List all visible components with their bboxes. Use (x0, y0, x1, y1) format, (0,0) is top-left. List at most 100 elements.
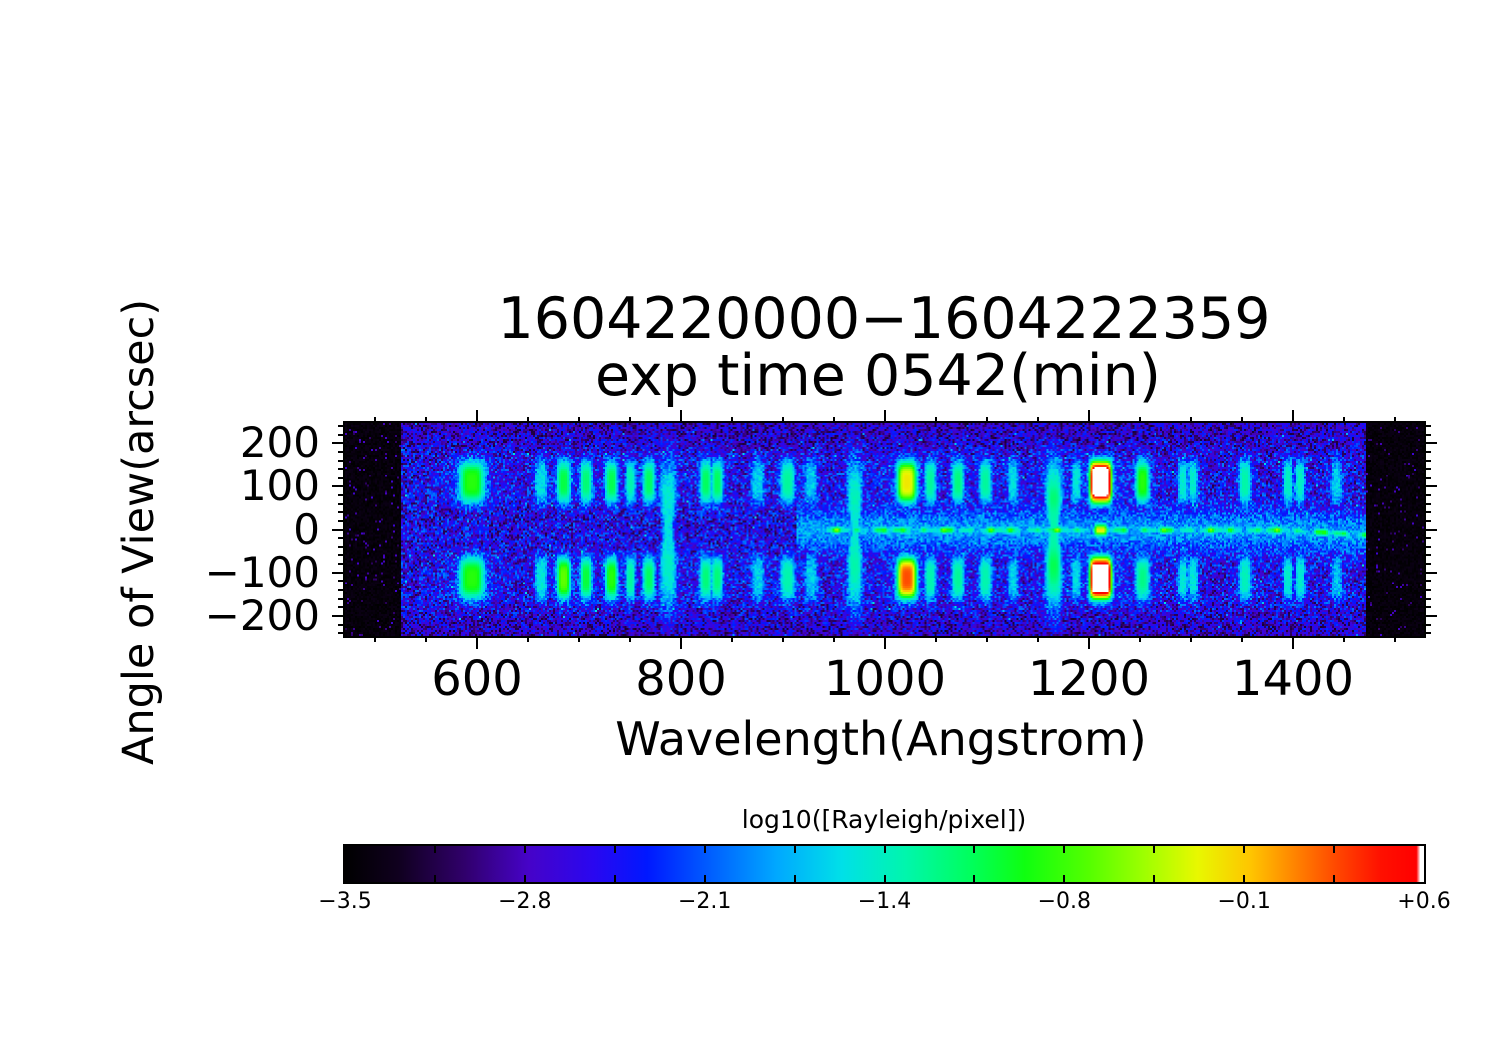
x-minor-tick (374, 417, 376, 423)
colorbar-tick (883, 846, 886, 853)
x-major-tick (884, 636, 886, 649)
colorbar-tick-label: −0.1 (1217, 889, 1271, 914)
colorbar-tick (433, 846, 436, 853)
y-minor-tick (1424, 606, 1431, 609)
y-minor-tick (1424, 597, 1431, 600)
x-major-tick (1292, 410, 1294, 423)
y-minor-tick (1424, 589, 1431, 592)
x-minor-tick (527, 417, 529, 423)
x-minor-tick (731, 417, 733, 423)
plot-title: 1604220000−1604222359 (497, 286, 1271, 352)
x-axis-title: Wavelength(Angstrom) (615, 712, 1147, 766)
colorbar-tick-label: −1.4 (857, 889, 912, 914)
x-minor-tick (731, 636, 733, 642)
x-minor-tick (1190, 417, 1192, 423)
y-minor-tick (1424, 459, 1431, 462)
spectrogram-image (345, 423, 1424, 636)
y-minor-tick (338, 519, 345, 522)
y-minor-tick (1424, 545, 1431, 548)
colorbar-tick-label: −3.5 (318, 889, 372, 914)
y-minor-tick (1424, 623, 1431, 626)
y-minor-tick (338, 511, 345, 514)
x-minor-tick (425, 417, 427, 423)
colorbar-tick (703, 846, 706, 853)
x-minor-tick (578, 417, 580, 423)
y-minor-tick (338, 502, 345, 505)
x-major-tick (476, 410, 478, 423)
colorbar-tick (1243, 875, 1246, 882)
y-major-tick (1424, 571, 1437, 574)
colorbar-tick (1063, 846, 1066, 853)
x-minor-tick (986, 636, 988, 642)
y-minor-tick (338, 580, 345, 583)
spectrogram-frame (343, 421, 1426, 638)
colorbar-tick-label: −0.8 (1037, 889, 1092, 914)
y-minor-tick (338, 537, 345, 540)
x-minor-tick (425, 636, 427, 642)
x-major-tick (1088, 636, 1090, 649)
x-minor-tick (782, 636, 784, 642)
x-minor-tick (833, 636, 835, 642)
y-minor-tick (338, 597, 345, 600)
x-minor-tick (1343, 636, 1345, 642)
y-tick-label: 0 (293, 504, 320, 554)
y-minor-tick (338, 450, 345, 453)
colorbar-tick (433, 875, 436, 882)
y-major-tick (1424, 528, 1437, 531)
y-tick-label: 200 (239, 418, 320, 468)
y-minor-tick (338, 623, 345, 626)
y-major-tick (332, 485, 345, 488)
y-minor-tick (338, 476, 345, 479)
y-minor-tick (1424, 425, 1431, 428)
y-tick-label: −200 (204, 590, 320, 640)
y-minor-tick (1424, 537, 1431, 540)
colorbar-tick (793, 875, 796, 882)
colorbar-tick (703, 875, 706, 882)
x-minor-tick (1241, 417, 1243, 423)
x-minor-tick (1241, 636, 1243, 642)
colorbar-tick-label: −2.1 (677, 889, 732, 914)
y-minor-tick (1424, 450, 1431, 453)
y-minor-tick (338, 425, 345, 428)
x-major-tick (1292, 636, 1294, 649)
y-tick-label: −100 (204, 547, 320, 597)
colorbar-tick (883, 875, 886, 882)
plot-subtitle: exp time 0542(min) (594, 343, 1162, 409)
x-minor-tick (782, 417, 784, 423)
y-minor-tick (338, 545, 345, 548)
y-minor-tick (338, 563, 345, 566)
x-major-tick (1088, 410, 1090, 423)
colorbar-tick (1333, 846, 1336, 853)
colorbar-tick-label: −2.8 (498, 889, 552, 914)
y-minor-tick (1424, 433, 1431, 436)
y-major-tick (1424, 485, 1437, 488)
y-minor-tick (338, 459, 345, 462)
y-minor-tick (338, 494, 345, 497)
colorbar-tick-label: +0.6 (1397, 889, 1451, 914)
colorbar-tick (523, 846, 526, 853)
y-minor-tick (1424, 494, 1431, 497)
x-minor-tick (833, 417, 835, 423)
x-minor-tick (527, 636, 529, 642)
x-tick-label: 1200 (1027, 651, 1151, 707)
colorbar-tick (973, 875, 976, 882)
x-minor-tick (1037, 417, 1039, 423)
x-minor-tick (935, 636, 937, 642)
y-minor-tick (1424, 468, 1431, 471)
x-minor-tick (629, 636, 631, 642)
y-major-tick (332, 614, 345, 617)
x-minor-tick (578, 636, 580, 642)
y-minor-tick (1424, 554, 1431, 557)
x-minor-tick (1139, 417, 1141, 423)
colorbar-tick (1243, 846, 1246, 853)
x-minor-tick (1037, 636, 1039, 642)
colorbar-tick (1153, 875, 1156, 882)
x-minor-tick (1343, 417, 1345, 423)
y-minor-tick (1424, 476, 1431, 479)
colorbar-tick (523, 875, 526, 882)
colorbar-tick (613, 875, 616, 882)
x-minor-tick (1394, 417, 1396, 423)
y-major-tick (332, 528, 345, 531)
y-minor-tick (1424, 580, 1431, 583)
x-major-tick (476, 636, 478, 649)
